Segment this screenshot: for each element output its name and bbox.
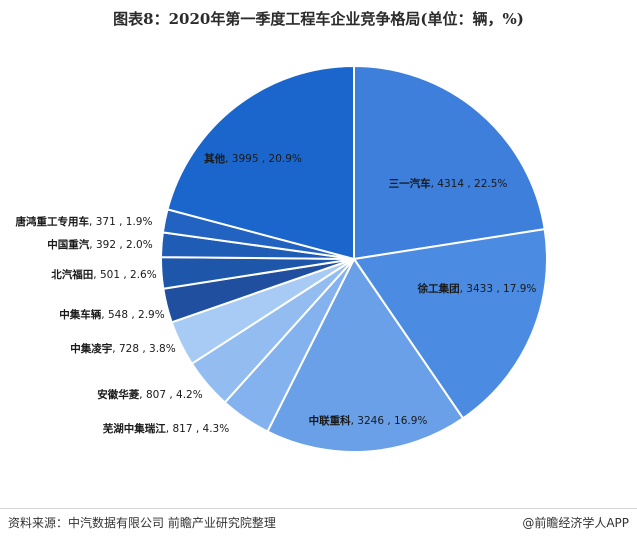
slice-label-value: , 3433 , 17.9% — [460, 283, 537, 295]
slice-label-name: 中国重汽 — [47, 238, 89, 251]
slice-label-name: 三一汽车 — [389, 177, 431, 190]
slice-label: 唐鸿重工专用车, 371 , 1.9% — [16, 215, 153, 228]
slice-label: 中国重汽, 392 , 2.0% — [47, 238, 152, 251]
slice-label-name: 中联重科 — [309, 414, 351, 427]
slice-label-value: , 548 , 2.9% — [101, 309, 164, 321]
slice-label-name: 中集凌宇 — [70, 342, 112, 355]
slice-label-value: , 3246 , 16.9% — [351, 415, 428, 427]
slice-label-value: , 3995 , 20.9% — [225, 153, 302, 165]
slice-label-name: 安徽华菱 — [97, 388, 139, 401]
pie-slices — [160, 64, 548, 453]
slice-label-name: 唐鸿重工专用车 — [16, 215, 90, 228]
slice-label: 徐工集团, 3433 , 17.9% — [417, 282, 537, 295]
slice-label-value: , 728 , 3.8% — [112, 343, 175, 355]
footer-divider — [0, 508, 637, 509]
slice-label-name: 其他 — [204, 152, 225, 165]
pie-slice — [352, 227, 548, 420]
slice-label: 芜湖中集瑞江, 817 , 4.3% — [103, 422, 229, 435]
brand-credit: @前瞻经济学人APP — [522, 516, 629, 530]
slice-label-name: 北汽福田 — [51, 268, 93, 281]
slice-label-value: , 817 , 4.3% — [166, 423, 229, 435]
slice-label-value: , 371 , 1.9% — [89, 216, 152, 228]
source-note: 资料来源：中汽数据有限公司 前瞻产业研究院整理 — [8, 516, 276, 530]
slice-label: 中联重科, 3246 , 16.9% — [309, 414, 428, 427]
slice-label-value: , 392 , 2.0% — [89, 239, 152, 251]
slice-label: 中集车辆, 548 , 2.9% — [59, 308, 164, 321]
slice-label-name: 中集车辆 — [59, 308, 101, 321]
slice-label: 其他, 3995 , 20.9% — [204, 152, 302, 165]
pie-labels: 三一汽车, 4314 , 22.5% 徐工集团, 3433 , 17.9% 中联重科… — [16, 152, 537, 435]
pie-chart: 三一汽车, 4314 , 22.5% 徐工集团, 3433 , 17.9% 中联重科… — [16, 64, 548, 453]
pie-slice — [353, 64, 546, 261]
slice-label: 安徽华菱, 807 , 4.2% — [97, 388, 202, 401]
slice-label-name: 芜湖中集瑞江 — [103, 422, 166, 435]
slice-label: 北汽福田, 501 , 2.6% — [51, 268, 156, 281]
slice-label-value: , 4314 , 22.5% — [431, 178, 508, 190]
pie-slice — [166, 64, 355, 261]
slice-label-value: , 807 , 4.2% — [139, 389, 202, 401]
chart-title: 图表8：2020年第一季度工程车企业竞争格局(单位：辆，%) — [113, 10, 524, 28]
slice-label-value: , 501 , 2.6% — [93, 269, 156, 281]
slice-label: 中集凌宇, 728 , 3.8% — [70, 342, 175, 355]
slice-label-name: 徐工集团 — [417, 282, 460, 295]
pie-slice — [266, 257, 465, 453]
slice-label: 三一汽车, 4314 , 22.5% — [389, 177, 508, 190]
